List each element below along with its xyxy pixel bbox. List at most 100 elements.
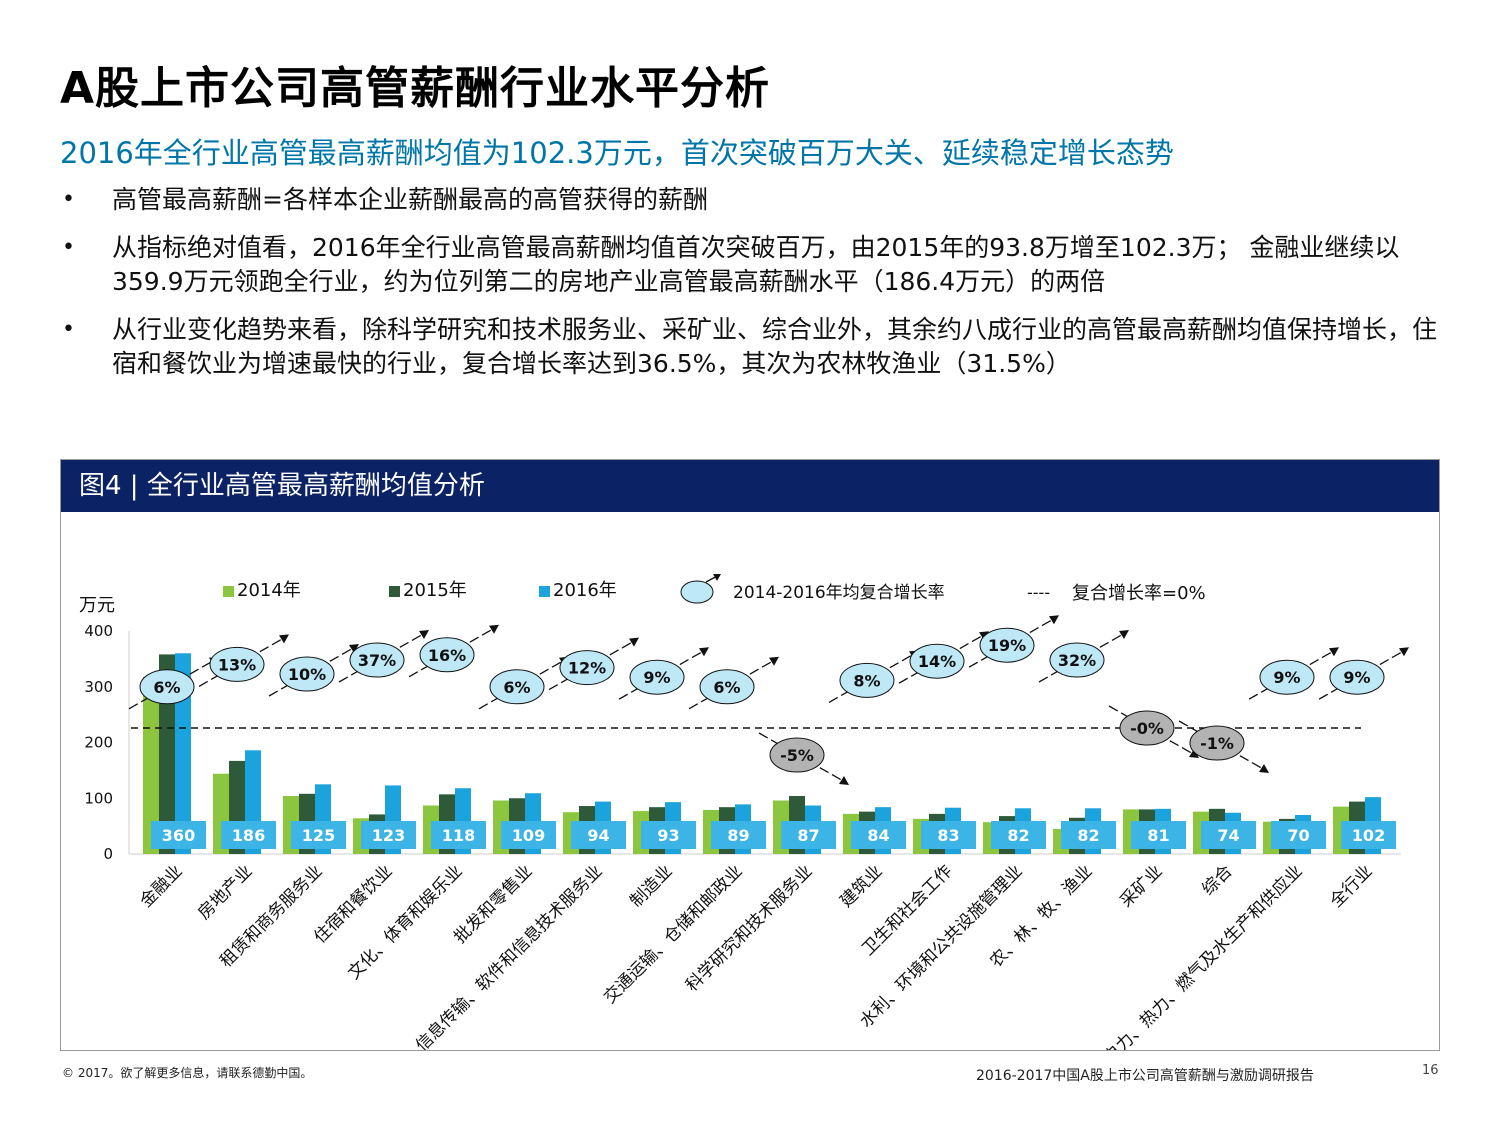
category-label: 文化、体育和娱乐业 (344, 861, 466, 983)
value-label: 123 (372, 826, 405, 845)
value-label: 360 (162, 826, 195, 845)
cagr-arrowhead (699, 647, 709, 657)
cagr-label: 12% (568, 659, 606, 678)
page-number: 16 (1422, 1063, 1439, 1078)
category-label: 全行业 (1326, 861, 1376, 911)
legend-cagr-bubble (680, 580, 714, 604)
cagr-bubble (1259, 659, 1315, 695)
page-subtitle: 2016年全行业高管最高薪酬均值为102.3万元，首次突破百万大关、延续稳定增长… (60, 136, 1174, 170)
cagr-label: -5% (780, 746, 814, 765)
cagr-bubble (769, 737, 825, 773)
cagr-label: 6% (503, 678, 530, 697)
cagr-bubble (209, 646, 265, 682)
y-tick-label: 300 (84, 678, 113, 696)
bullet-dot: • (62, 235, 75, 260)
category-label: 综合 (1198, 861, 1236, 899)
value-label-box (711, 821, 766, 849)
cagr-arrowhead (489, 624, 499, 634)
cagr-arrowhead (769, 656, 779, 666)
cagr-bubble (559, 650, 615, 686)
value-label-box (991, 821, 1046, 849)
bullet-item: • 高管最高薪酬=各样本企业薪酬最高的高管获得的薪酬 (60, 183, 1450, 217)
bullet-text: 从指标绝对值看，2016年全行业高管最高薪酬均值首次突破百万，由2015年的93… (112, 233, 1400, 296)
value-label-box (921, 821, 976, 849)
value-label-box (361, 821, 416, 849)
cagr-label: 6% (153, 678, 180, 697)
bullet-dot: • (62, 187, 75, 212)
cagr-bubble (1329, 659, 1385, 695)
cagr-bubble (1189, 725, 1245, 761)
cagr-arrowhead (1049, 615, 1059, 625)
chart-panel: 图4 | 全行业高管最高薪酬均值分析 0 100 200 300 400 万元 2014年 2… (60, 459, 1440, 1051)
value-label-box (1271, 821, 1326, 849)
value-label: 93 (657, 826, 679, 845)
legend-cagr-arrowhead (713, 574, 721, 581)
value-label: 70 (1287, 826, 1309, 845)
cagr-label: -1% (1200, 734, 1234, 753)
footer-copyright: © 2017。欲了解更多信息，请联系德勤中国。 (62, 1066, 313, 1080)
cagr-label: 37% (358, 651, 396, 670)
chart-title: 图4 | 全行业高管最高薪酬均值分析 (79, 471, 485, 501)
y-tick-label: 400 (84, 622, 113, 640)
cagr-label: 16% (428, 646, 466, 665)
value-label: 82 (1007, 826, 1029, 845)
cagr-bubble (909, 643, 965, 679)
bar-chart: 0 100 200 300 400 万元 2014年 2015年 2016年 2014-2016年… (79, 574, 1409, 1050)
y-tick-label: 100 (84, 789, 113, 807)
cagr-bubble (839, 662, 895, 698)
cagr-bubble (1049, 642, 1105, 678)
cagr-arrowhead (419, 630, 429, 639)
cagr-arrowhead (1189, 749, 1199, 758)
cagr-bubble (699, 669, 755, 705)
footer-report-title: 2016-2017中国A股上市公司高管薪酬与激励调研报告 (976, 1068, 1314, 1084)
bullet-list: • 高管最高薪酬=各样本企业薪酬最高的高管获得的薪酬 • 从指标绝对值看，2016年… (60, 183, 1450, 395)
legend-zero-label: 复合增长率=0% (1072, 583, 1206, 604)
value-label-box (501, 821, 556, 849)
value-label: 89 (727, 826, 749, 845)
category-label: 房地产业 (194, 861, 256, 923)
cagr-bubble (349, 642, 405, 678)
value-label: 87 (797, 826, 819, 845)
category-label: 建筑业 (836, 861, 886, 911)
cagr-label: 32% (1058, 651, 1096, 670)
cagr-label: 19% (988, 636, 1026, 655)
bar-2014年 (143, 676, 159, 854)
cagr-bubble (279, 656, 335, 692)
cagr-bubble (629, 659, 685, 695)
value-label-box (151, 821, 206, 849)
value-label: 81 (1147, 826, 1169, 845)
value-label-box (781, 821, 836, 849)
category-label: 交通运输、仓储和邮政业 (600, 861, 746, 1007)
value-label-box (571, 821, 626, 849)
chart-panel-header: 图4 | 全行业高管最高薪酬均值分析 (61, 460, 1439, 512)
cagr-label: 14% (918, 652, 956, 671)
value-label-box (431, 821, 486, 849)
cagr-label: 9% (1273, 668, 1300, 687)
cagr-arrowhead (1329, 647, 1339, 657)
bullet-item: • 从行业变化趋势来看，除科学研究和技术服务业、采矿业、综合业外，其余约八成行业的… (60, 313, 1450, 381)
value-label: 118 (442, 826, 475, 845)
value-label-box (291, 821, 346, 849)
cagr-bubble (1119, 710, 1175, 746)
cagr-label: 6% (713, 678, 740, 697)
cagr-bubble (489, 669, 545, 705)
y-unit-label: 万元 (79, 595, 115, 616)
cagr-label: 10% (288, 665, 326, 684)
value-label: 186 (232, 826, 265, 845)
legend-swatch (539, 586, 550, 597)
cagr-label: 9% (643, 668, 670, 687)
cagr-label: 13% (218, 655, 256, 674)
cagr-arrowhead (279, 634, 289, 644)
category-label: 金融业 (136, 861, 186, 911)
category-label: 采矿业 (1116, 861, 1166, 911)
bullet-text: 高管最高薪酬=各样本企业薪酬最高的高管获得的薪酬 (112, 185, 708, 214)
legend-zero-dash: ---- (1027, 583, 1050, 602)
value-label-box (1341, 821, 1396, 849)
legend-label: 2015年 (403, 580, 467, 601)
cagr-arrowhead (1399, 647, 1409, 657)
value-label: 109 (512, 826, 545, 845)
value-label: 102 (1352, 826, 1385, 845)
value-label: 83 (937, 826, 959, 845)
category-label: 制造业 (626, 861, 676, 911)
page-title: A股上市公司高管薪酬行业水平分析 (60, 63, 771, 114)
